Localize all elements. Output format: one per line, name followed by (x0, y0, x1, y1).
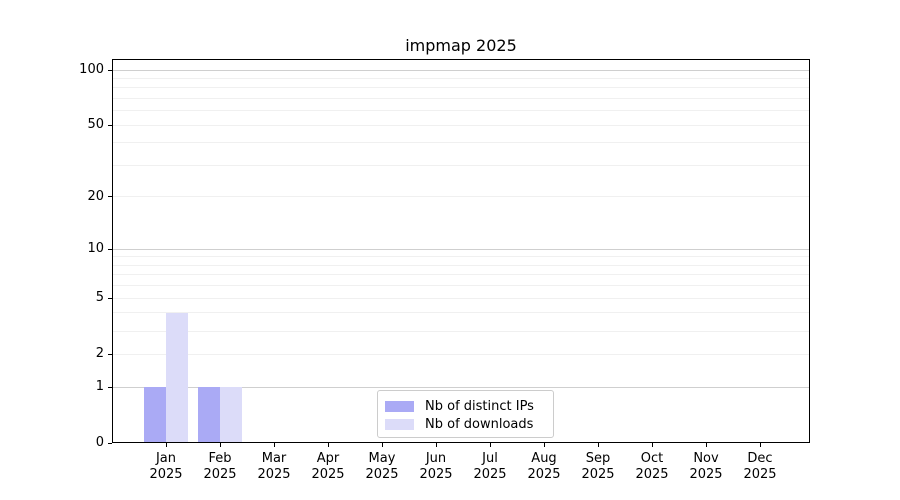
x-tick-label-dec: Dec 2025 (743, 451, 777, 482)
x-tick-aug (543, 443, 545, 447)
gridline-y-6 (113, 285, 809, 287)
y-tick-0 (108, 442, 112, 444)
y-tick-20 (108, 196, 112, 198)
x-tick-nov (705, 443, 707, 447)
gridline-y-100 (113, 69, 809, 71)
legend-item-downloads: Nb of downloads (385, 415, 545, 433)
legend-item-distinct-ips: Nb of distinct IPs (385, 397, 545, 415)
x-tick-jan (165, 443, 167, 447)
y-tick-10 (108, 248, 112, 250)
y-tick-label-20: 20 (87, 188, 104, 204)
legend-label-distinct-ips: Nb of distinct IPs (425, 398, 534, 414)
legend-swatch-distinct-ips (385, 400, 414, 412)
gridline-y-3 (113, 330, 809, 332)
x-tick-mar (273, 443, 275, 447)
x-tick-oct (651, 443, 653, 447)
x-tick-apr (327, 443, 329, 447)
x-tick-sep (597, 443, 599, 447)
x-tick-label-jan: Jan 2025 (149, 451, 183, 482)
gridline-y-9 (113, 256, 809, 258)
legend-label-downloads: Nb of downloads (425, 416, 534, 432)
x-tick-label-sep: Sep 2025 (581, 451, 615, 482)
x-tick-jul (489, 443, 491, 447)
y-tick-label-2: 2 (95, 346, 104, 362)
gridline-y-1 (113, 386, 809, 388)
plot-frame (112, 59, 810, 443)
bar-jan-series1 (166, 312, 188, 443)
gridline-y-40 (113, 142, 809, 144)
x-tick-label-aug: Aug 2025 (527, 451, 561, 482)
x-tick-label-apr: Apr 2025 (311, 451, 345, 482)
y-tick-5 (108, 297, 112, 299)
x-tick-label-feb: Feb 2025 (203, 451, 237, 482)
y-tick-label-100: 100 (79, 62, 104, 77)
gridline-y-2 (113, 353, 809, 355)
x-tick-label-nov: Nov 2025 (689, 451, 723, 482)
x-tick-feb (219, 443, 221, 447)
chart-title: impmap 2025 (405, 36, 517, 55)
gridline-y-50 (113, 124, 809, 126)
x-tick-may (381, 443, 383, 447)
x-tick-label-jul: Jul 2025 (473, 451, 507, 482)
legend-swatch-downloads (385, 418, 414, 430)
gridline-y-70 (113, 98, 809, 99)
gridline-y-90 (113, 77, 809, 79)
bar-feb-series0 (198, 387, 220, 443)
gridline-y-80 (113, 87, 809, 89)
x-tick-label-oct: Oct 2025 (635, 451, 669, 482)
y-tick-50 (108, 124, 112, 126)
y-tick-label-1: 1 (95, 379, 104, 394)
y-tick-100 (108, 69, 112, 71)
x-tick-label-jun: Jun 2025 (419, 451, 453, 482)
bar-jan-series0 (144, 387, 166, 443)
gridline-y-8 (113, 264, 809, 266)
gridline-y-10 (113, 248, 809, 250)
y-tick-label-5: 5 (95, 290, 104, 306)
gridline-y-4 (113, 312, 809, 314)
gridline-y-5 (113, 297, 809, 299)
bar-feb-series1 (220, 387, 242, 443)
gridline-y-30 (113, 165, 809, 166)
x-tick-label-may: May 2025 (365, 451, 399, 482)
y-tick-label-0: 0 (95, 435, 104, 450)
y-tick-label-10: 10 (87, 241, 104, 257)
x-tick-dec (759, 443, 761, 447)
x-tick-jun (435, 443, 437, 447)
y-tick-2 (108, 353, 112, 355)
y-tick-1 (108, 386, 112, 388)
gridline-y-7 (113, 274, 809, 276)
x-tick-label-mar: Mar 2025 (257, 451, 291, 482)
gridline-y-60 (113, 110, 809, 112)
gridline-y-20 (113, 196, 809, 198)
legend: Nb of distinct IPs Nb of downloads (377, 390, 554, 438)
y-tick-label-50: 50 (87, 117, 104, 133)
